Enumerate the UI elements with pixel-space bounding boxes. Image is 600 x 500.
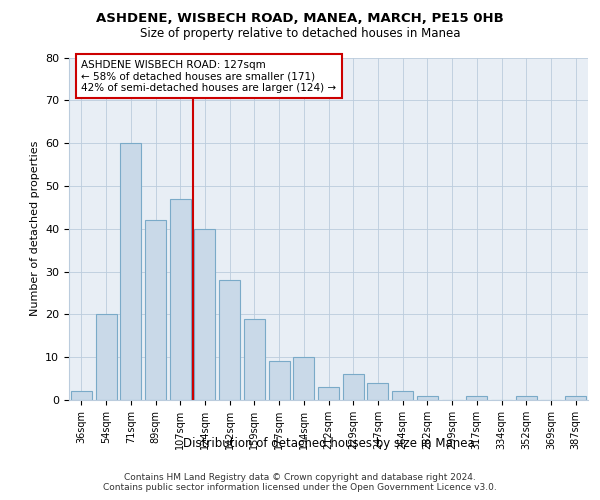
Bar [71, 392, 92, 400]
Bar [95, 314, 116, 400]
Bar [343, 374, 364, 400]
Bar [244, 318, 265, 400]
Bar [145, 220, 166, 400]
Text: Size of property relative to detached houses in Manea: Size of property relative to detached ho… [140, 28, 460, 40]
Bar [293, 357, 314, 400]
Bar [392, 392, 413, 400]
Text: ASHDENE, WISBECH ROAD, MANEA, MARCH, PE15 0HB: ASHDENE, WISBECH ROAD, MANEA, MARCH, PE1… [96, 12, 504, 26]
Bar [417, 396, 438, 400]
Text: Distribution of detached houses by size in Manea: Distribution of detached houses by size … [183, 438, 475, 450]
Text: ASHDENE WISBECH ROAD: 127sqm
← 58% of detached houses are smaller (171)
42% of s: ASHDENE WISBECH ROAD: 127sqm ← 58% of de… [82, 60, 337, 93]
Bar [120, 143, 141, 400]
Bar [219, 280, 240, 400]
Bar [367, 383, 388, 400]
Bar [194, 229, 215, 400]
Text: Contains HM Land Registry data © Crown copyright and database right 2024.
Contai: Contains HM Land Registry data © Crown c… [103, 472, 497, 492]
Bar [565, 396, 586, 400]
Bar [318, 387, 339, 400]
Bar [269, 362, 290, 400]
Bar [466, 396, 487, 400]
Y-axis label: Number of detached properties: Number of detached properties [29, 141, 40, 316]
Bar [170, 199, 191, 400]
Bar [516, 396, 537, 400]
